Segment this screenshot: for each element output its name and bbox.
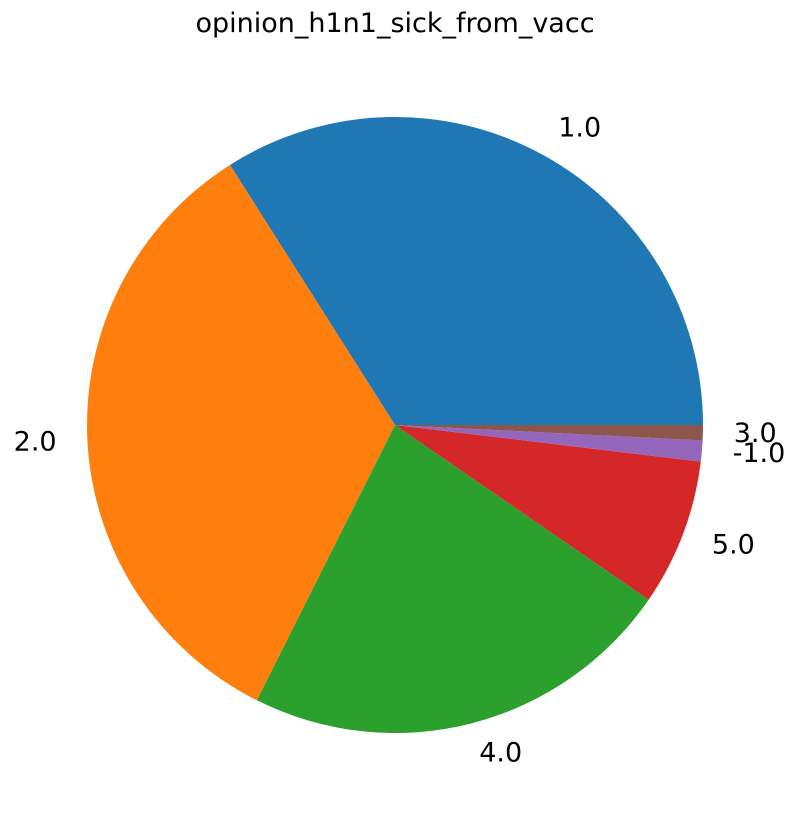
pie-slice-5-0 <box>395 425 701 600</box>
pie-label-1-0: 1.0 <box>558 113 601 144</box>
pie-slice-3-0 <box>395 425 703 441</box>
pie-label-5-0: 5.0 <box>712 529 755 560</box>
pie-slice-1-0 <box>229 117 703 426</box>
pie-label-2-0: 2.0 <box>14 427 57 458</box>
pie-slice-1-0 <box>395 425 703 462</box>
pie-label-3-0: 3.0 <box>734 418 777 449</box>
pie-slices <box>87 117 703 733</box>
pie-slice-4-0 <box>256 425 649 733</box>
pie-labels: 1.0 2.0 4.0 5.0 -1.03.0 <box>14 113 786 769</box>
pie-label-4-0: 4.0 <box>479 738 522 769</box>
pie-slice-2-0 <box>87 164 395 701</box>
pie-label-1-0: -1.0 <box>733 438 786 469</box>
chart-title: opinion_h1n1_sick_from_vacc <box>195 8 594 39</box>
